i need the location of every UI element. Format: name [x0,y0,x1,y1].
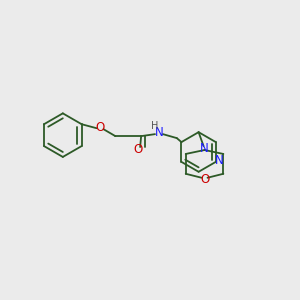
Text: O: O [95,121,104,134]
Text: N: N [215,154,224,167]
Text: H: H [151,121,159,131]
Text: N: N [154,126,163,139]
Text: O: O [134,142,143,155]
Text: O: O [200,173,209,186]
Text: N: N [200,142,209,154]
